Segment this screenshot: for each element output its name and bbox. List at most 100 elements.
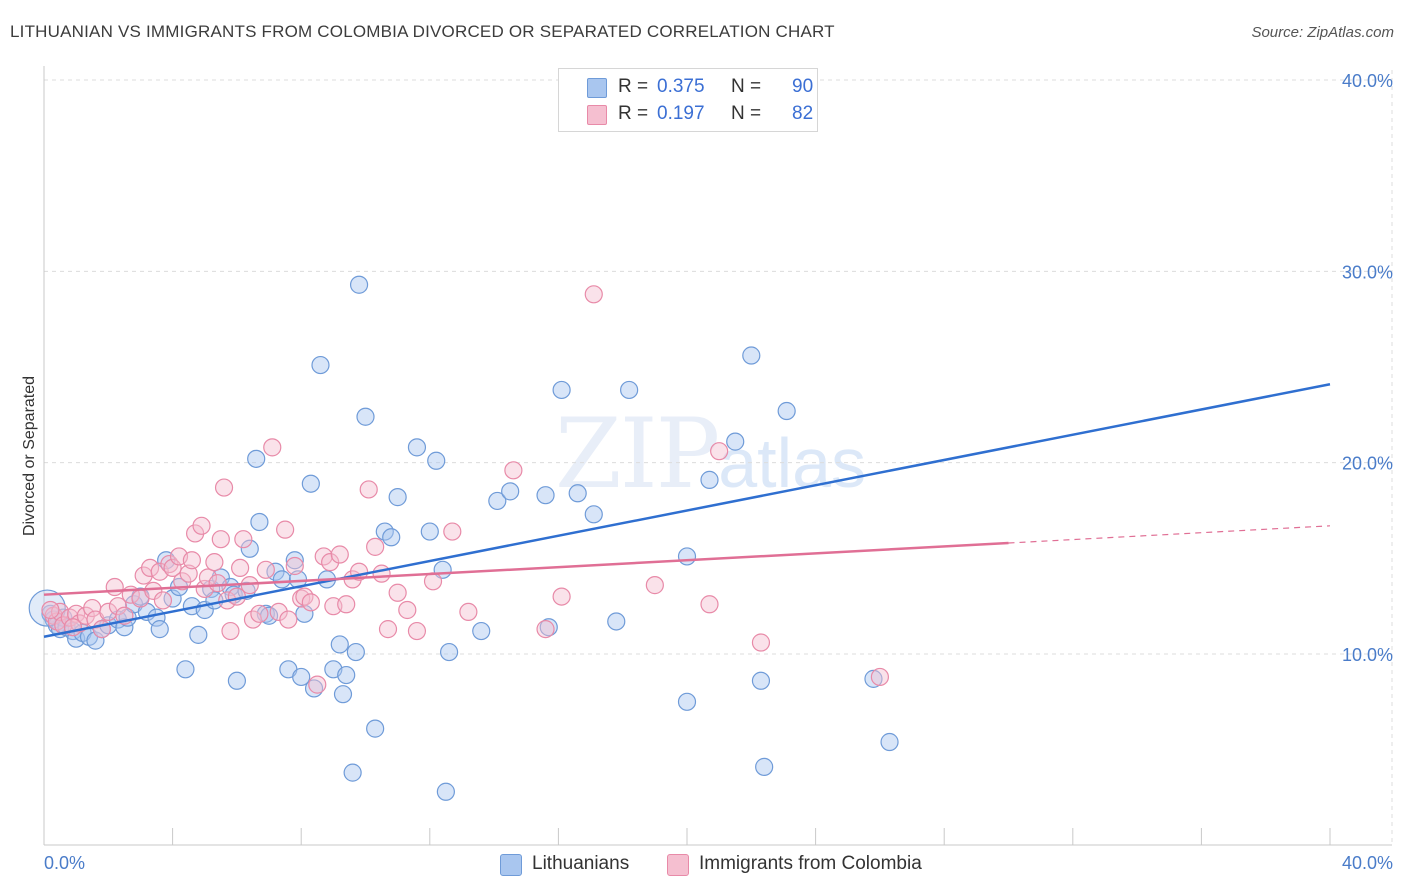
data-point — [205, 553, 224, 572]
data-point — [231, 558, 250, 578]
data-point — [292, 589, 311, 608]
legend-swatch-pink — [587, 105, 607, 125]
data-point — [182, 551, 201, 570]
data-point — [86, 631, 105, 650]
data-point — [864, 669, 883, 688]
data-point — [105, 577, 124, 597]
data-point — [398, 600, 417, 620]
data-point — [777, 401, 796, 421]
legend-swatch-pink — [667, 854, 689, 876]
legend-n-label: N = — [731, 76, 762, 97]
data-point — [311, 355, 330, 375]
legend-r-value: 0.375 — [657, 76, 705, 97]
data-point — [240, 539, 259, 558]
data-point — [726, 432, 745, 451]
data-point — [436, 782, 455, 801]
data-point — [192, 516, 211, 535]
data-point — [211, 530, 230, 549]
data-point — [372, 564, 391, 583]
stats-legend: R = 0.375 N = 90 R = 0.197 N = 82 — [558, 68, 818, 132]
series-lithuanians — [28, 91, 899, 801]
data-point — [366, 719, 385, 738]
legend-r-label: R = — [618, 76, 649, 97]
legend-n-label: N = — [731, 103, 762, 124]
data-point — [420, 522, 439, 541]
data-point — [472, 621, 491, 641]
data-point — [501, 482, 520, 501]
source-label: Source: ZipAtlas.com — [1251, 24, 1394, 41]
legend-n-value: 90 — [792, 76, 814, 97]
trend-lines — [43, 382, 1331, 639]
data-point — [234, 530, 253, 549]
data-point — [333, 685, 353, 704]
data-point — [443, 522, 462, 541]
data-point — [742, 346, 761, 365]
data-point — [272, 570, 292, 589]
legend-n-value: 82 — [792, 103, 814, 124]
trend-line-extension — [1008, 525, 1331, 544]
data-point — [645, 576, 664, 595]
data-point — [870, 667, 890, 687]
legend-label-lithuanians: Lithuanians — [532, 853, 630, 874]
watermark-zip: ZIP — [555, 398, 720, 510]
data-point — [388, 488, 407, 507]
data-point — [343, 763, 362, 782]
data-point — [279, 610, 298, 629]
data-point — [301, 593, 320, 612]
trend-line — [43, 382, 1331, 639]
data-point — [269, 602, 288, 622]
legend-swatch-blue — [500, 854, 522, 876]
data-point — [108, 597, 128, 616]
data-point — [176, 660, 195, 679]
data-point — [321, 553, 340, 572]
data-point — [388, 583, 407, 602]
data-point — [677, 547, 697, 566]
data-point — [276, 520, 295, 539]
data-point — [439, 642, 459, 662]
data-point — [308, 675, 327, 694]
data-point — [250, 512, 269, 532]
data-point — [256, 560, 275, 579]
data-point — [710, 442, 729, 461]
data-point — [700, 595, 719, 614]
y-axis-label: Divorced or Separated — [21, 376, 38, 536]
data-point — [607, 612, 626, 631]
data-point — [677, 692, 697, 711]
data-point — [536, 486, 555, 505]
legend-label-colombia: Immigrants from Colombia — [699, 853, 922, 874]
data-point — [140, 558, 160, 578]
x-tick-label: 0.0% — [44, 853, 85, 873]
data-point — [407, 438, 427, 457]
data-point — [227, 671, 246, 690]
data-point — [880, 732, 899, 752]
data-point — [620, 380, 639, 400]
data-point — [337, 665, 356, 685]
data-point — [751, 633, 771, 652]
data-point — [382, 528, 401, 547]
data-point — [356, 407, 375, 426]
data-point — [568, 484, 587, 503]
data-point — [349, 275, 369, 294]
data-point — [221, 621, 240, 641]
data-point — [700, 470, 719, 489]
data-point — [285, 551, 304, 570]
y-tick-label: 20.0% — [1342, 454, 1393, 474]
y-tick-label: 40.0% — [1342, 71, 1393, 91]
tick-labels: 10.0% 20.0% 30.0% 40.0% 0.0% 40.0% — [44, 71, 1393, 873]
data-point — [346, 642, 365, 662]
legend-r-value: 0.197 — [657, 103, 705, 124]
data-point — [584, 505, 603, 524]
data-point — [330, 635, 349, 654]
legend-r-label: R = — [618, 103, 649, 124]
data-point — [163, 558, 182, 578]
data-point — [407, 621, 427, 641]
data-point — [539, 618, 558, 637]
data-point — [536, 620, 555, 639]
data-point — [41, 600, 60, 620]
data-point — [150, 620, 169, 639]
data-point — [459, 602, 478, 622]
data-point — [247, 449, 266, 468]
data-point — [214, 478, 234, 497]
trend-line — [43, 541, 1009, 596]
